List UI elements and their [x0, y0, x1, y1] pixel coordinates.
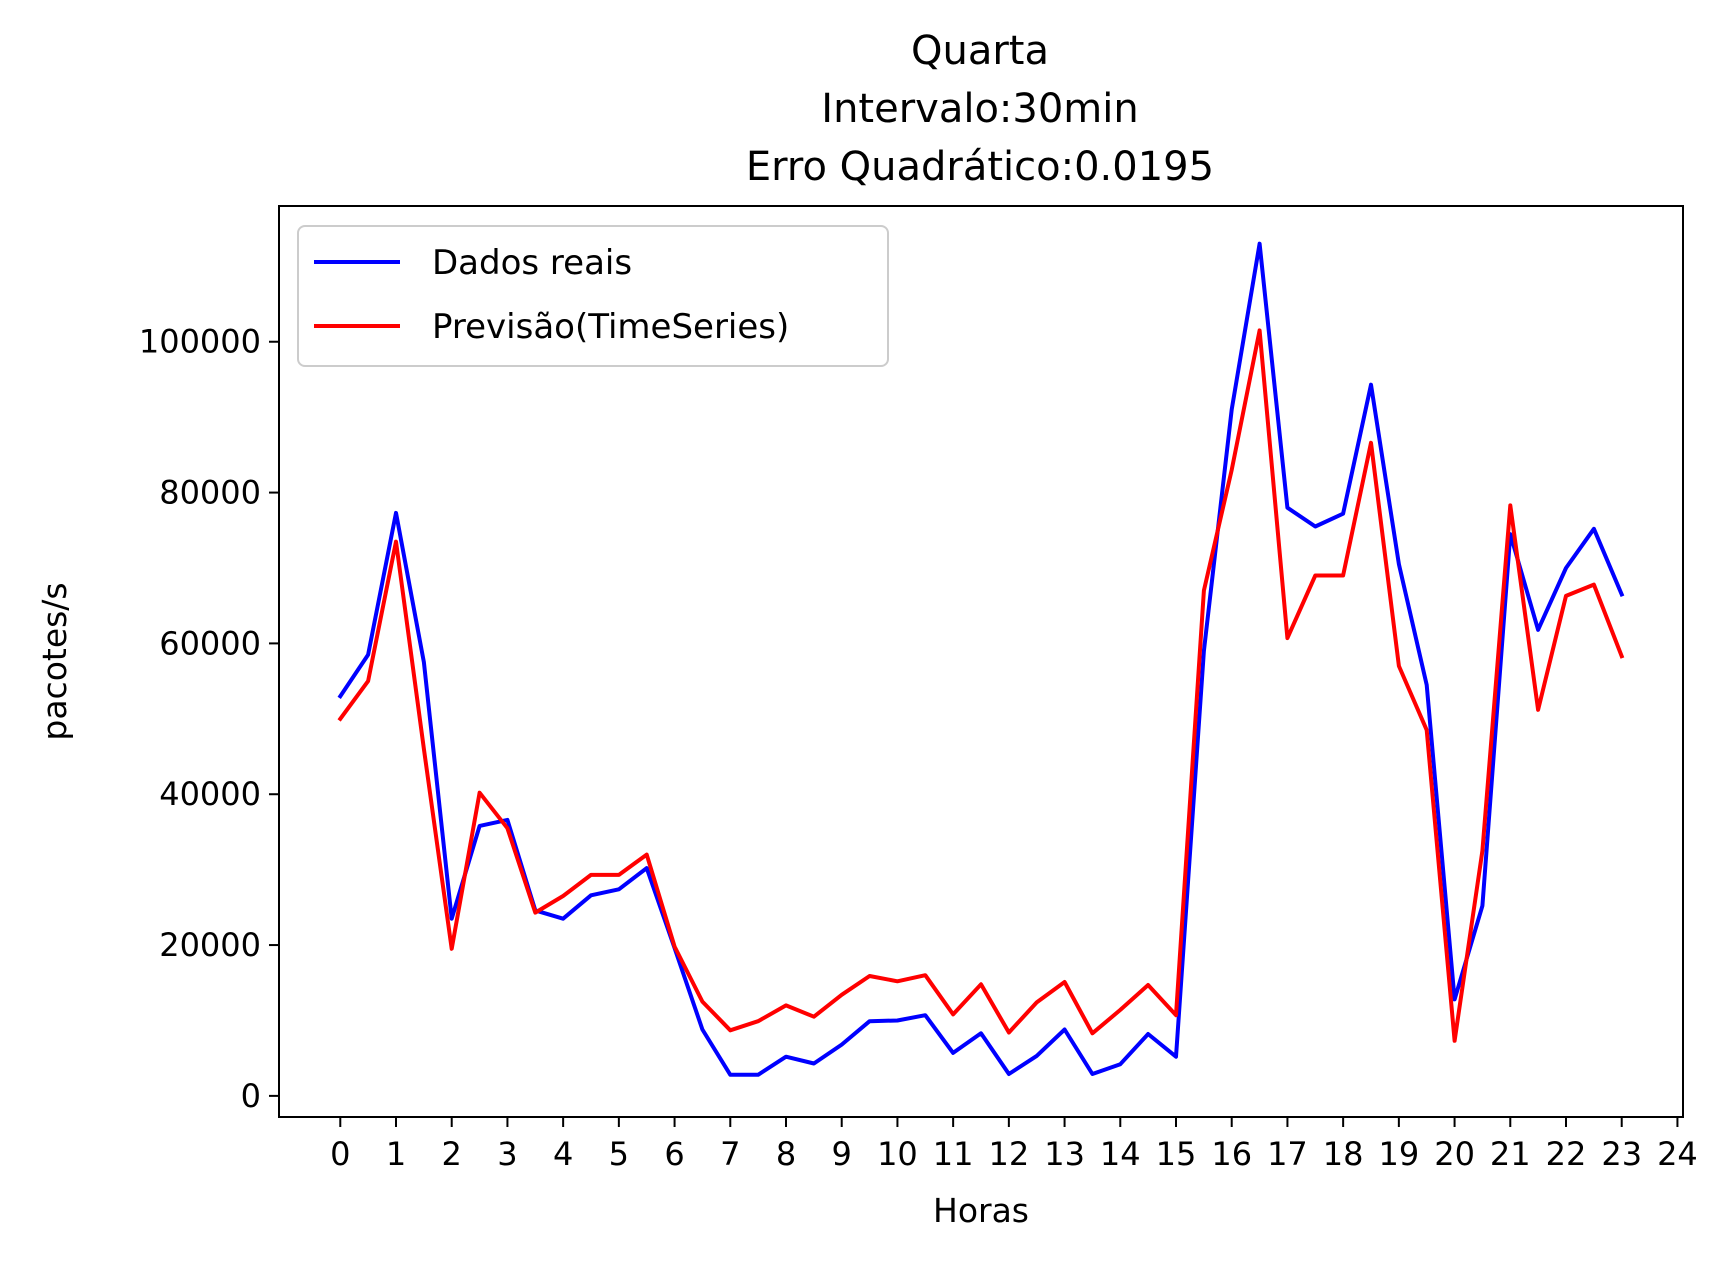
axes-frame	[278, 205, 1684, 1118]
legend: Dados reais Previsão(TimeSeries)	[297, 225, 889, 367]
series-layer	[337, 241, 1625, 1077]
x-tick-label: 7	[720, 1135, 740, 1173]
x-tick-label: 24	[1657, 1135, 1698, 1173]
x-tick-label: 12	[988, 1135, 1029, 1173]
y-tick-label: 60000	[159, 624, 261, 662]
x-tick-label: 8	[776, 1135, 796, 1173]
x-tick-label: 4	[553, 1135, 573, 1173]
series-line-1	[337, 241, 1625, 1077]
x-tick-label: 10	[877, 1135, 918, 1173]
x-tick-label: 21	[1490, 1135, 1531, 1173]
x-tick-label: 17	[1267, 1135, 1308, 1173]
x-tick-label: 14	[1100, 1135, 1141, 1173]
x-tick-label: 5	[609, 1135, 629, 1173]
x-axis-ticks: 0 1 2 3 4 5 6 7 8 9 10 11 12 13 14 15 16 17 18 19 20 21 22 23 24	[330, 1117, 1698, 1173]
y-tick-label: 80000	[159, 474, 261, 512]
x-tick-label: 9	[832, 1135, 852, 1173]
x-tick-label: 11	[933, 1135, 974, 1173]
y-tick-label: 40000	[159, 775, 261, 813]
x-tick-label: 16	[1211, 1135, 1252, 1173]
x-axis-label: Horas	[933, 1191, 1029, 1230]
y-tick-label: 100000	[139, 323, 261, 361]
x-tick-label: 19	[1378, 1135, 1419, 1173]
x-tick-label: 20	[1434, 1135, 1475, 1173]
y-axis-label: pacotes/s	[35, 582, 74, 740]
y-tick-label: 0	[241, 1077, 261, 1115]
y-tick-label: 20000	[159, 926, 261, 964]
x-tick-label: 0	[330, 1135, 350, 1173]
x-tick-label: 13	[1044, 1135, 1085, 1173]
title-line-1: Quarta	[911, 28, 1049, 74]
x-tick-label: 18	[1323, 1135, 1364, 1173]
chart-title: Quarta Intervalo:30min Erro Quadrático:0…	[746, 28, 1214, 190]
x-tick-label: 22	[1546, 1135, 1587, 1173]
title-line-3: Erro Quadrático:0.0195	[746, 144, 1214, 190]
legend-frame	[297, 225, 889, 367]
x-tick-label: 15	[1156, 1135, 1197, 1173]
x-tick-label: 6	[664, 1135, 684, 1173]
x-tick-label: 2	[442, 1135, 462, 1173]
x-tick-label: 3	[497, 1135, 517, 1173]
series-line-2	[337, 328, 1625, 1043]
x-tick-label: 23	[1601, 1135, 1642, 1173]
plot-area: 0 1 2 3 4 5 6 7 8 9 10 11 12 13 14 15 16 17 18 19 20 21 22 23 24…	[139, 205, 1698, 1173]
title-line-2: Intervalo:30min	[821, 86, 1138, 132]
x-tick-label: 1	[386, 1135, 406, 1173]
legend-label-1: Dados reais	[432, 243, 632, 283]
legend-label-2: Previsão(TimeSeries)	[432, 307, 789, 347]
y-axis-ticks: 0 20000 40000 60000 80000 100000	[139, 323, 279, 1115]
